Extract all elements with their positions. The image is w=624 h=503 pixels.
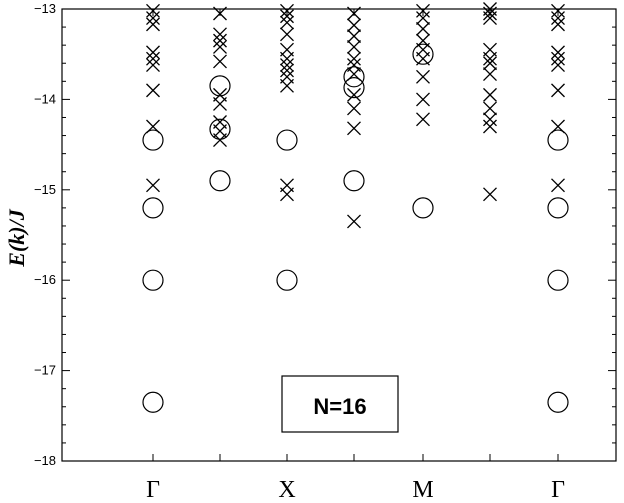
cross-point [280,63,294,78]
y-tick-label: −14 [34,91,56,106]
cross-point [280,58,294,73]
circle-point [547,129,569,151]
y-axis-ticks: −13 −14 −15 −16 −17 −18 [34,1,616,468]
cross-point [146,58,160,73]
cross-point [483,51,497,66]
circle-point [412,197,434,219]
cross-point [280,187,294,202]
cross-point [416,21,430,36]
cross-point [483,87,497,102]
circle-point [547,391,569,413]
cross-point [213,27,227,42]
cross-point [483,56,497,71]
cross-point [146,83,160,98]
cross-point [551,178,565,193]
cross-point [416,112,430,127]
cross-point [416,51,430,66]
cross-point [146,45,160,60]
cross-point [483,101,497,116]
circle-point [276,129,298,151]
plot-frame [61,8,617,462]
n-label-box [281,375,399,433]
cross-point [551,51,565,66]
cross-point [280,9,294,24]
circle-point [343,170,365,192]
cross-point [551,119,565,134]
cross-point [483,119,497,134]
circle-point [142,129,164,151]
y-tick-label: −15 [34,182,56,197]
y-axis-label: E(k)/J [4,208,29,267]
cross-point [347,29,361,44]
cross-point [347,101,361,116]
cross-point [146,11,160,25]
cross-point [551,45,565,60]
cross-point [347,18,361,33]
cross-point [347,87,361,102]
data-marks [142,2,569,413]
cross-point [146,178,160,193]
cross-point [213,133,227,148]
cross-point [483,112,497,127]
circle-point [142,391,164,413]
cross-point [213,40,227,54]
cross-point [146,17,160,32]
cross-point [416,92,430,107]
x-category-label: Γ [146,477,160,503]
y-tick-label: −17 [34,363,56,378]
cross-point [551,58,565,73]
y-tick-label: −16 [34,272,56,287]
cross-point [347,214,361,229]
circle-point [343,66,365,88]
cross-point [483,11,497,25]
cross-point [280,78,294,93]
cross-point [551,3,565,18]
cross-point [483,6,497,21]
x-category-label: Γ [551,477,565,503]
cross-point [146,3,160,18]
cross-point [213,96,227,111]
circle-point [343,77,365,99]
cross-point [213,54,227,69]
circle-point [276,269,298,291]
cross-point [213,33,227,48]
cross-point [146,119,160,134]
circle-point [547,269,569,291]
circle-point [142,269,164,291]
cross-point [416,69,430,84]
circle-point [547,197,569,219]
n-label: N=16 [313,394,366,419]
cross-point [347,51,361,66]
cross-point [416,11,430,25]
x-category-label: M [412,477,433,503]
cross-point [213,6,227,21]
cross-point [416,3,430,18]
circle-point [209,75,231,97]
cross-point [280,3,294,18]
circle-point [142,197,164,219]
cross-point [551,17,565,32]
circle-point [412,43,434,65]
cross-point [280,15,294,30]
cross-point [280,51,294,66]
cross-point [280,27,294,42]
cross-point [146,51,160,66]
cross-point [483,67,497,82]
cross-point [551,83,565,98]
cross-point [347,121,361,136]
cross-point [483,187,497,202]
cross-point [347,40,361,54]
cross-point [551,11,565,25]
cross-point [347,6,361,21]
y-tick-label: −18 [34,453,56,468]
circle-point [209,170,231,192]
x-category-label: X [278,477,295,503]
cross-point [347,67,361,82]
y-tick-label: −13 [34,1,56,16]
